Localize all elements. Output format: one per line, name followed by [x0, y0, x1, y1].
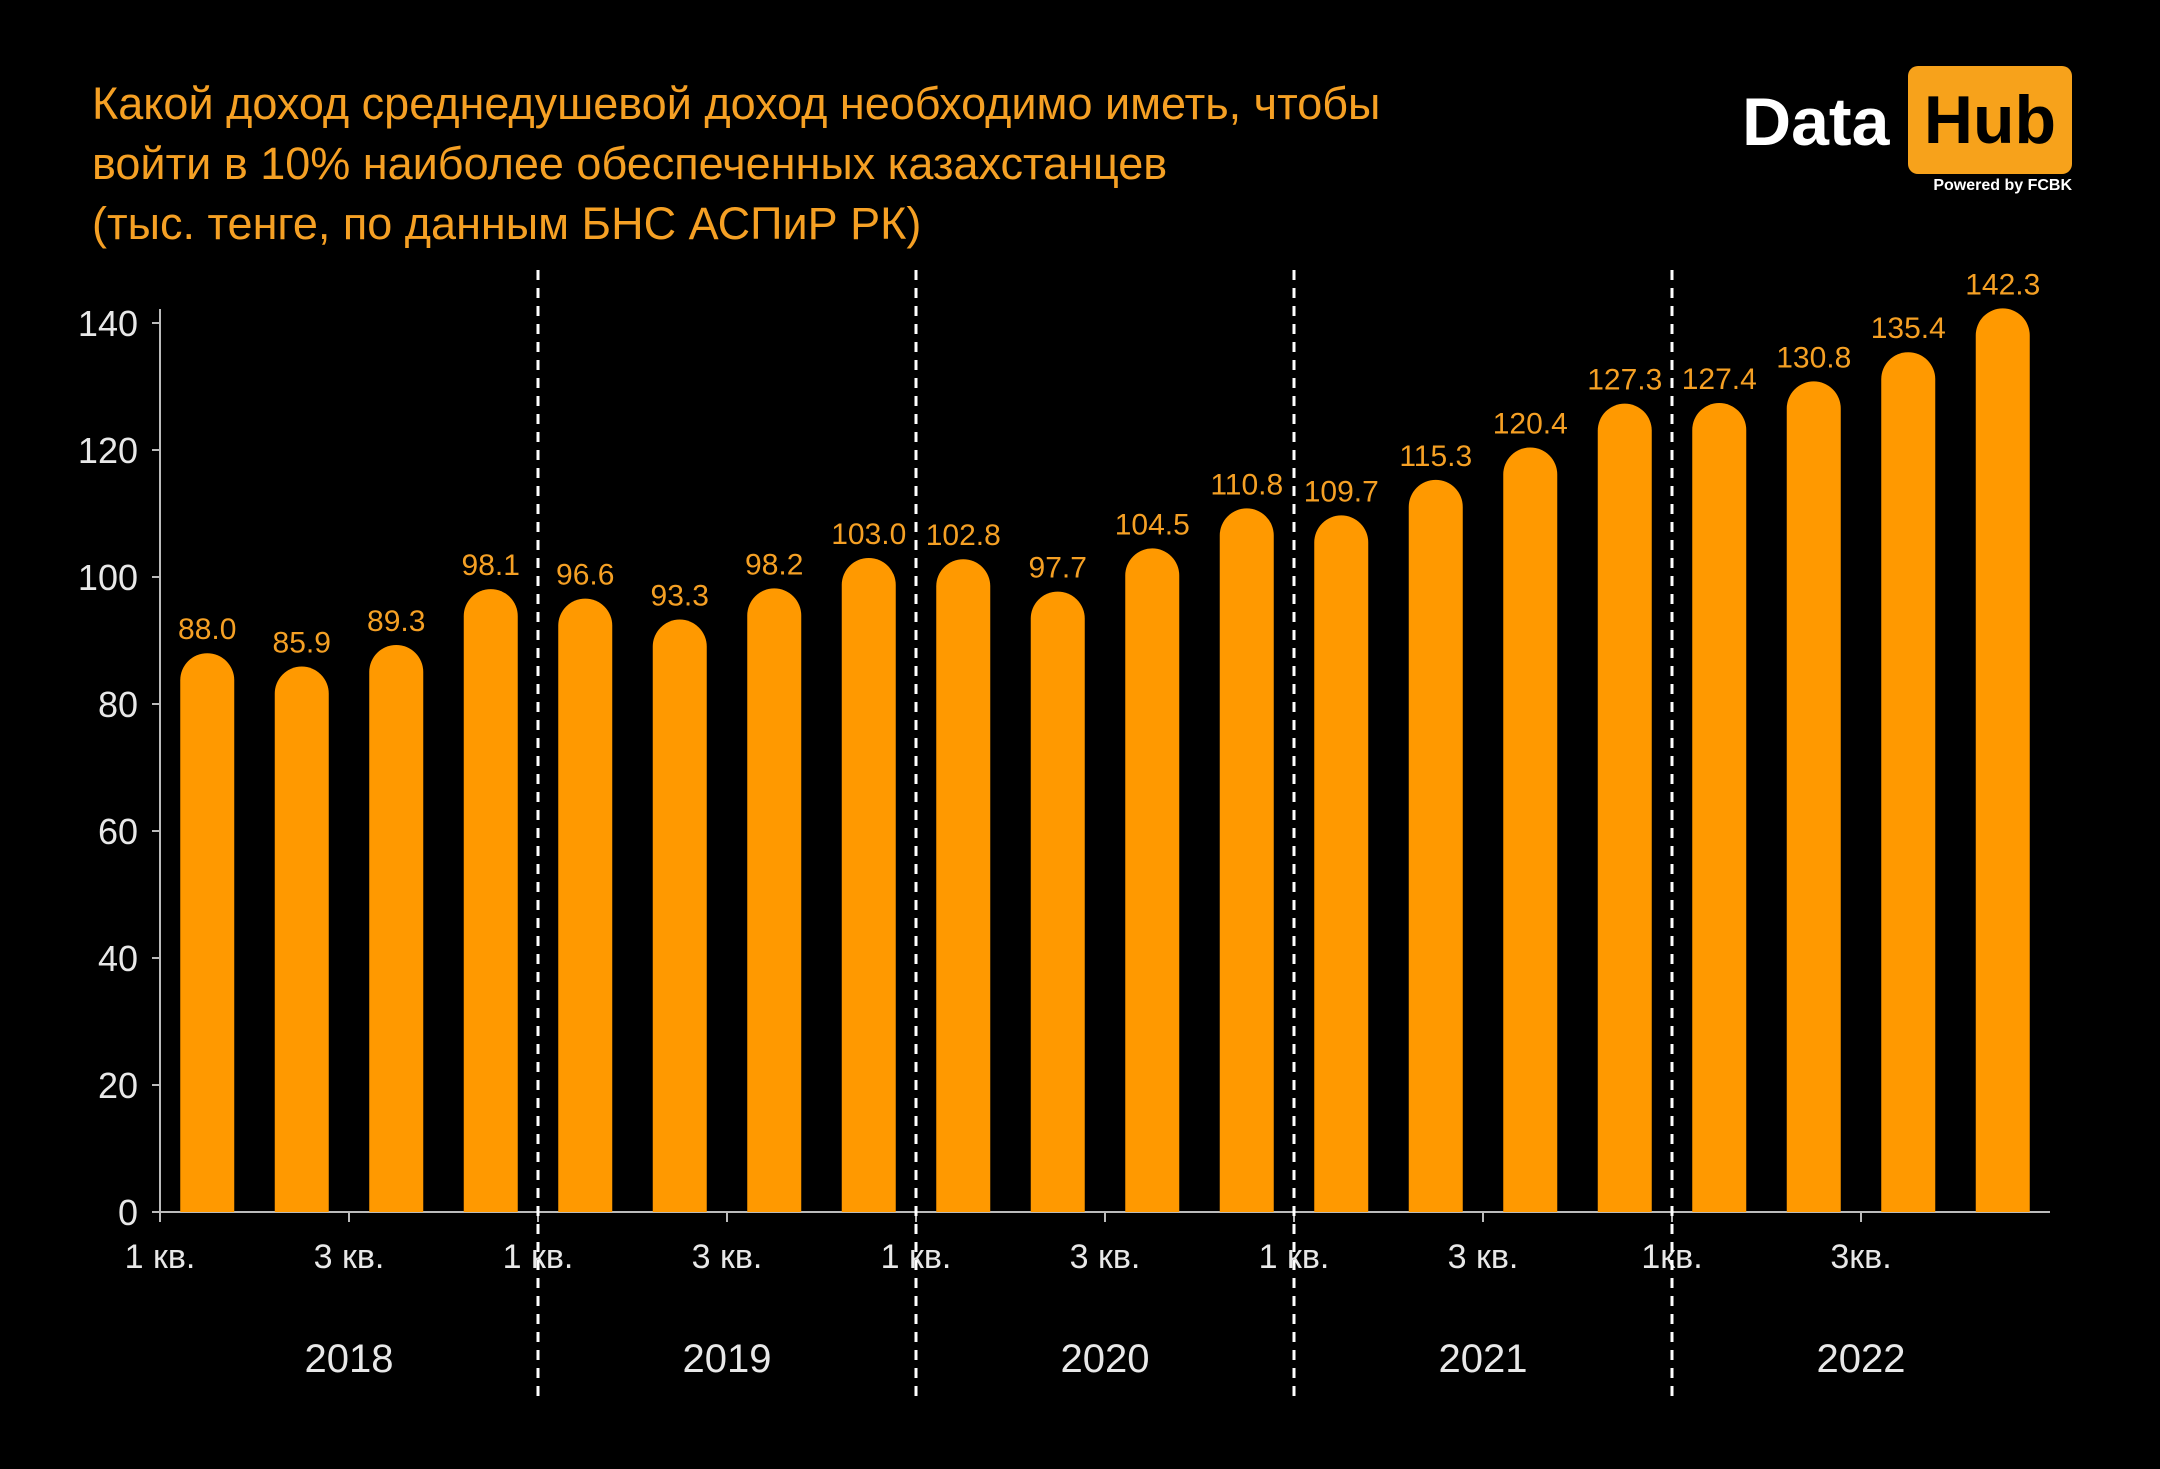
title-line-2: войти в 10% наиболее обеспеченных казахс… — [92, 138, 1168, 189]
y-tick-label: 0 — [118, 1192, 138, 1233]
bar — [180, 653, 235, 1212]
logo-data-text: Data — [1742, 84, 1890, 160]
y-tick-label: 140 — [78, 303, 138, 344]
bar — [1597, 403, 1652, 1212]
bar — [1219, 508, 1274, 1212]
x-tick-label: 3кв. — [1830, 1238, 1891, 1276]
bar — [1692, 403, 1747, 1212]
bar-value-label: 89.3 — [367, 605, 425, 638]
y-tick-label: 80 — [98, 684, 138, 725]
bar — [1030, 591, 1085, 1212]
y-tick-label: 40 — [98, 938, 138, 979]
year-label: 2022 — [1817, 1337, 1906, 1381]
bar-value-label: 115.3 — [1399, 440, 1472, 473]
year-label: 2019 — [683, 1337, 772, 1381]
bar-value-label: 97.7 — [1029, 552, 1087, 585]
y-tick-label: 20 — [98, 1065, 138, 1106]
y-tick-label: 60 — [98, 811, 138, 852]
chart-title: Какой доход среднедушевой доход необходи… — [92, 74, 1652, 254]
title-line-1: Какой доход среднедушевой доход необходи… — [92, 78, 1381, 129]
bar-value-label: 109.7 — [1304, 475, 1379, 508]
bar — [1408, 479, 1463, 1213]
bar-value-label: 135.4 — [1871, 312, 1946, 345]
bar-value-label: 120.4 — [1493, 407, 1568, 440]
logo-powered-by: Powered by FCBK — [1933, 177, 2072, 194]
year-label: 2020 — [1061, 1337, 1150, 1381]
bar — [652, 619, 707, 1212]
bar-value-label: 88.0 — [178, 613, 236, 646]
bar-value-label: 127.4 — [1682, 363, 1757, 396]
bar — [1125, 548, 1180, 1212]
bar — [1881, 352, 1936, 1212]
bar-value-label: 96.6 — [556, 559, 614, 592]
bar — [558, 598, 613, 1212]
x-tick-label: 3 кв. — [314, 1238, 385, 1276]
x-tick-label: 3 кв. — [1070, 1238, 1141, 1276]
y-tick-label: 100 — [78, 557, 138, 598]
bar — [1786, 381, 1841, 1212]
bar — [1503, 447, 1558, 1213]
bar — [747, 588, 802, 1212]
y-tick-label: 120 — [78, 430, 138, 471]
bar-value-label: 127.3 — [1587, 364, 1662, 397]
year-label: 2021 — [1439, 1337, 1528, 1381]
bar — [463, 589, 518, 1212]
bar-value-label: 103.0 — [831, 518, 906, 551]
bar — [1314, 515, 1369, 1212]
bar-value-label: 110.8 — [1210, 468, 1283, 501]
year-label: 2018 — [305, 1337, 394, 1381]
bar — [369, 644, 424, 1212]
bar-value-label: 142.3 — [1965, 268, 2040, 301]
bar-value-label: 98.2 — [745, 548, 803, 581]
x-tick-label: 3 кв. — [692, 1238, 763, 1276]
datahub-logo: Data Hub Powered by FCBK — [1742, 64, 2072, 199]
x-tick-label: 3 кв. — [1448, 1238, 1519, 1276]
bar — [936, 559, 991, 1212]
bar-value-label: 98.1 — [462, 549, 520, 582]
bar-value-label: 102.8 — [926, 519, 1001, 552]
bar — [841, 557, 896, 1212]
logo-hub-badge: Hub — [1908, 66, 2072, 174]
x-tick-label: 1 кв. — [125, 1238, 196, 1276]
bar-value-label: 104.5 — [1115, 508, 1190, 541]
bar — [1975, 308, 2030, 1212]
title-line-3: (тыс. тенге, по данным БНС АСПиР РК) — [92, 198, 922, 249]
bar — [274, 666, 329, 1212]
bar-value-label: 130.8 — [1776, 341, 1851, 374]
bar-value-label: 85.9 — [273, 627, 331, 660]
bar-value-label: 93.3 — [651, 580, 709, 613]
